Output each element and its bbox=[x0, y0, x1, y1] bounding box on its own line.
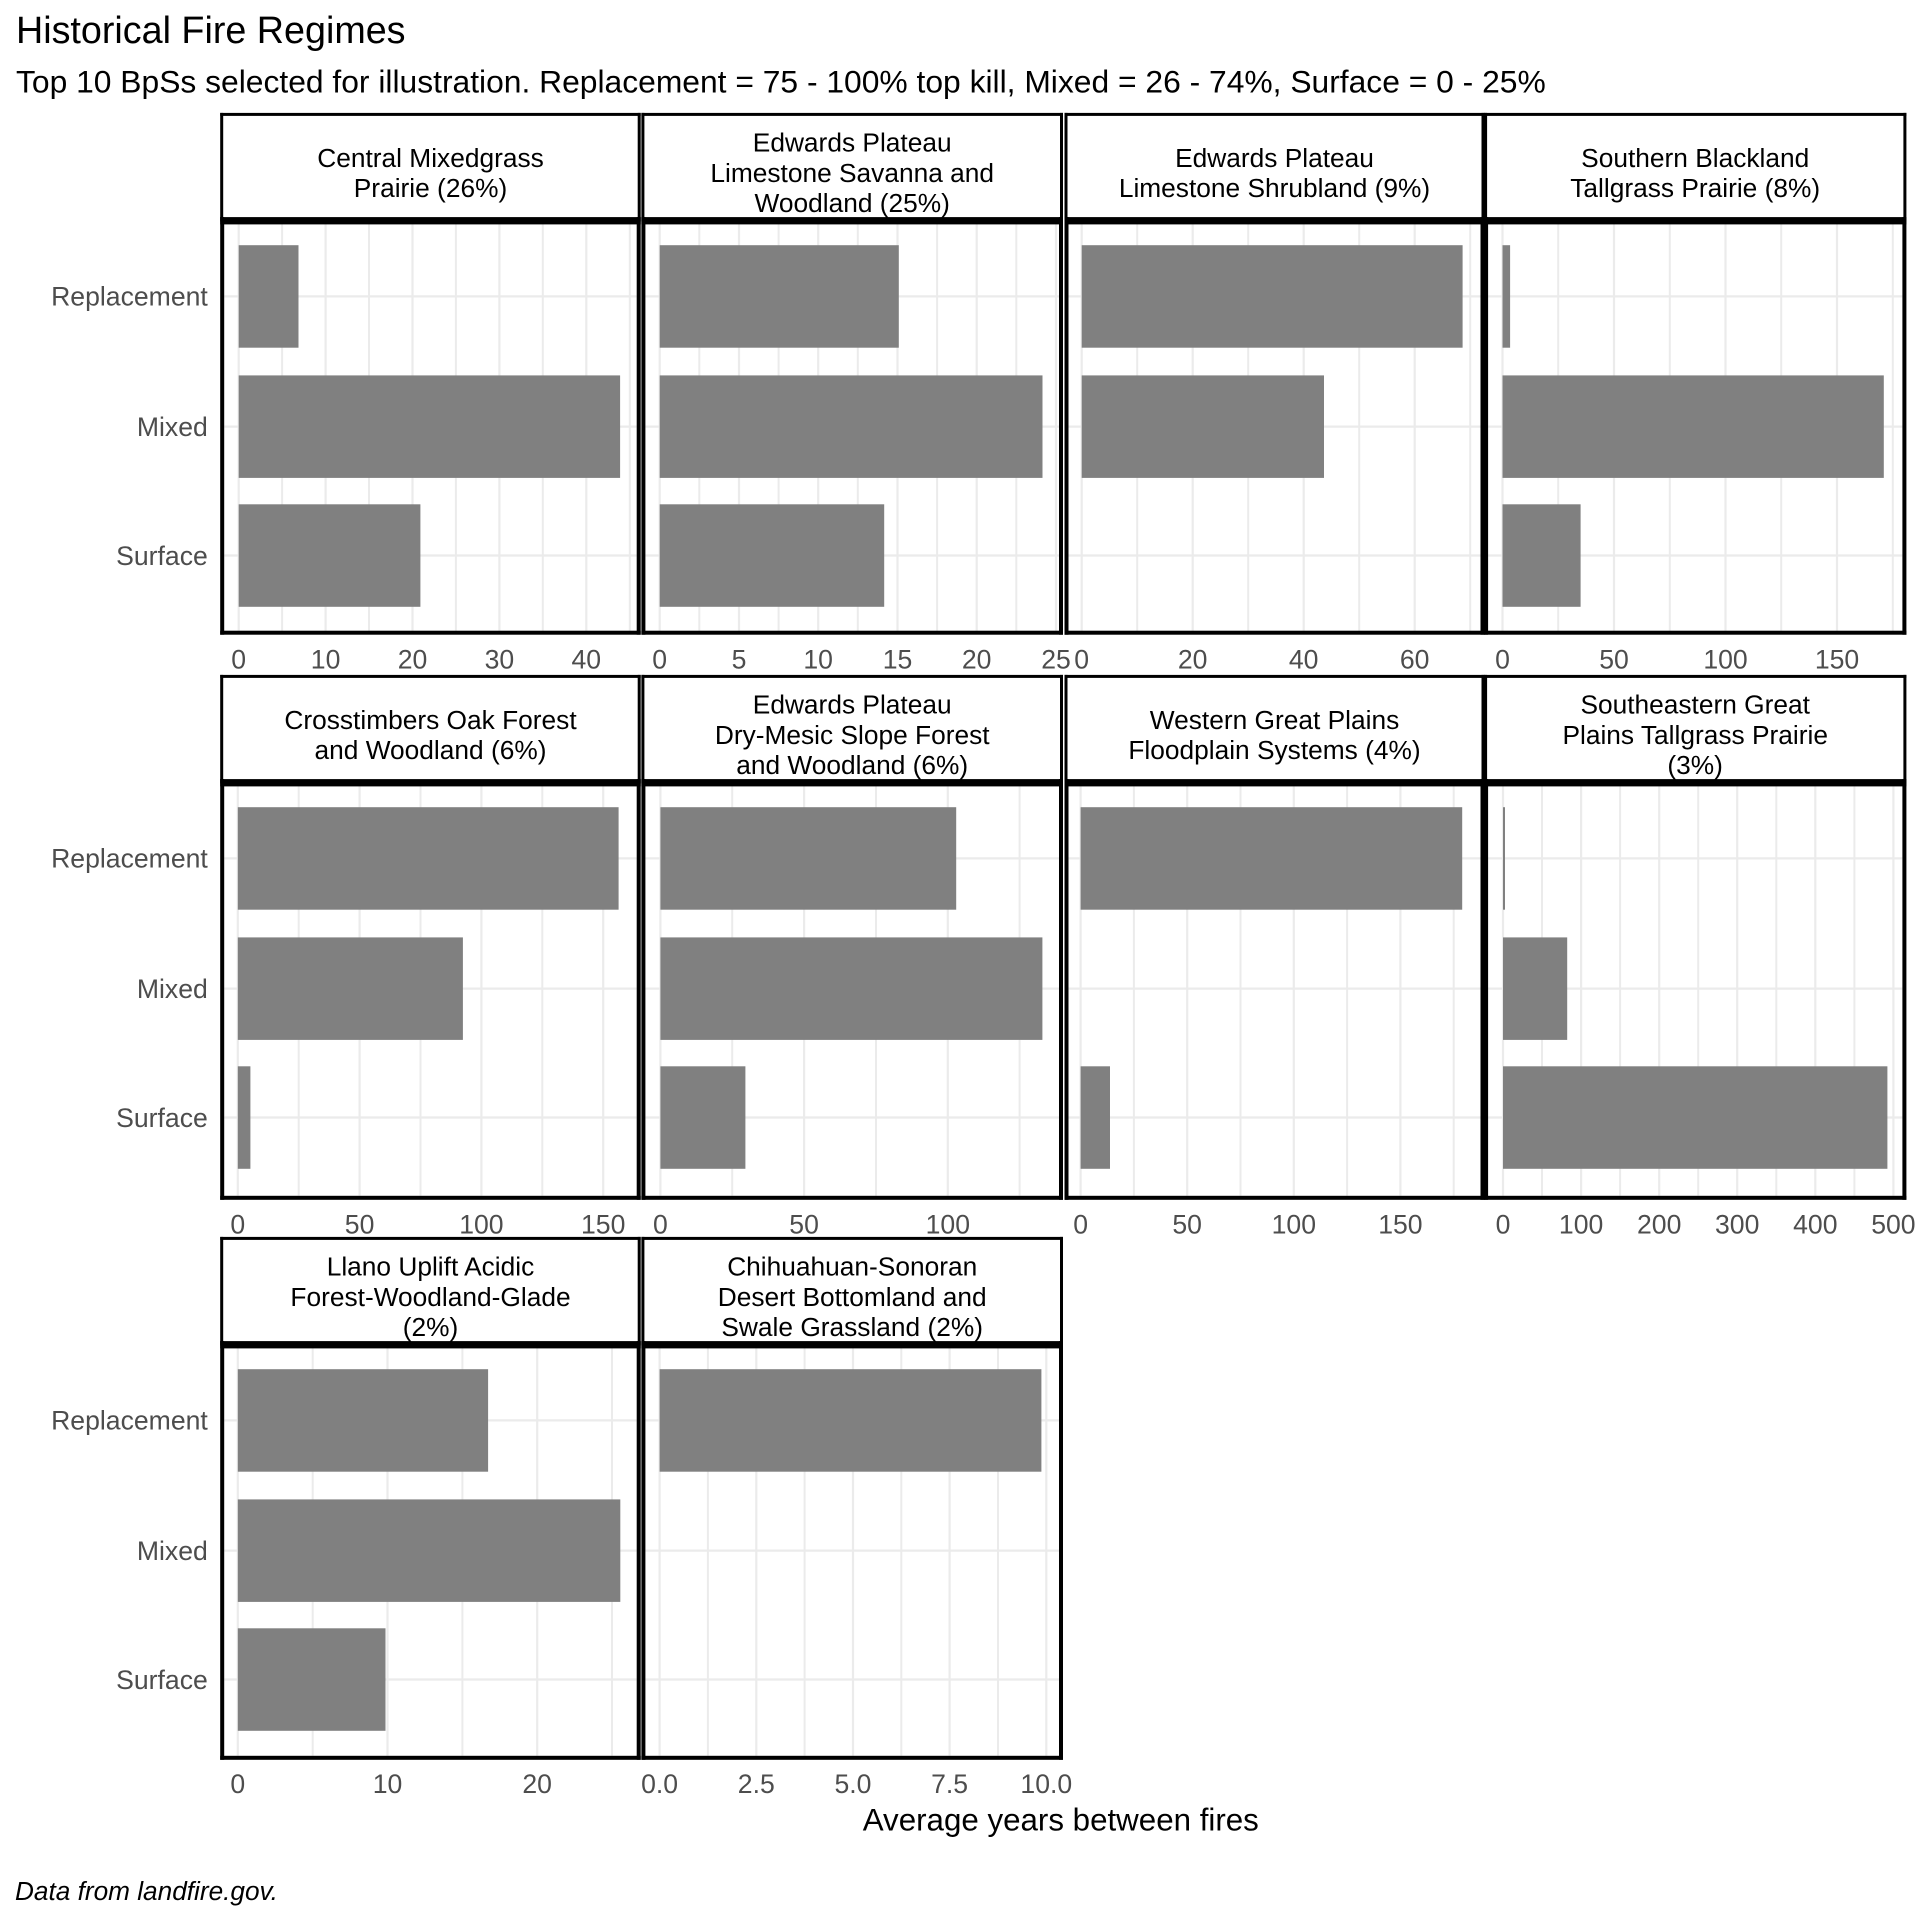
svg-text:0: 0 bbox=[1496, 1209, 1511, 1239]
svg-text:40: 40 bbox=[572, 644, 602, 674]
svg-text:20: 20 bbox=[1178, 644, 1208, 674]
svg-text:Swale Grassland (2%): Swale Grassland (2%) bbox=[721, 1312, 983, 1342]
svg-text:50: 50 bbox=[789, 1209, 819, 1239]
svg-text:Southeastern Great: Southeastern Great bbox=[1580, 690, 1810, 720]
svg-text:0: 0 bbox=[1073, 1209, 1088, 1239]
svg-text:0: 0 bbox=[652, 644, 667, 674]
svg-text:0.0: 0.0 bbox=[641, 1769, 678, 1799]
svg-text:Mixed: Mixed bbox=[137, 1536, 208, 1566]
svg-text:500: 500 bbox=[1871, 1209, 1915, 1239]
svg-text:Woodland (25%): Woodland (25%) bbox=[755, 188, 950, 218]
svg-text:Llano Uplift Acidic: Llano Uplift Acidic bbox=[327, 1252, 535, 1282]
svg-text:60: 60 bbox=[1400, 644, 1430, 674]
svg-text:Limestone Shrubland (9%): Limestone Shrubland (9%) bbox=[1119, 173, 1430, 203]
svg-text:Prairie (26%): Prairie (26%) bbox=[354, 173, 507, 203]
svg-text:Limestone Savanna and: Limestone Savanna and bbox=[710, 158, 994, 188]
svg-text:Floodplain Systems (4%): Floodplain Systems (4%) bbox=[1128, 735, 1420, 765]
svg-text:10: 10 bbox=[311, 644, 341, 674]
svg-text:200: 200 bbox=[1637, 1209, 1681, 1239]
svg-text:Southern Blackland: Southern Blackland bbox=[1581, 143, 1809, 173]
svg-text:(3%): (3%) bbox=[1667, 750, 1723, 780]
svg-text:0: 0 bbox=[1074, 644, 1089, 674]
svg-text:50: 50 bbox=[1172, 1209, 1202, 1239]
svg-text:20: 20 bbox=[522, 1769, 552, 1799]
svg-text:Western Great Plains: Western Great Plains bbox=[1150, 705, 1399, 735]
svg-text:Replacement: Replacement bbox=[51, 1406, 208, 1436]
svg-text:10.0: 10.0 bbox=[1020, 1769, 1072, 1799]
svg-text:Forest-Woodland-Glade: Forest-Woodland-Glade bbox=[290, 1282, 570, 1312]
svg-text:Crosstimbers Oak Forest: Crosstimbers Oak Forest bbox=[284, 705, 577, 735]
svg-text:Surface: Surface bbox=[116, 1665, 208, 1695]
svg-text:Dry-Mesic Slope Forest: Dry-Mesic Slope Forest bbox=[715, 720, 990, 750]
svg-text:Edwards Plateau: Edwards Plateau bbox=[753, 690, 952, 720]
svg-text:100: 100 bbox=[926, 1209, 970, 1239]
svg-text:100: 100 bbox=[1272, 1209, 1316, 1239]
svg-text:100: 100 bbox=[459, 1209, 503, 1239]
svg-text:10: 10 bbox=[373, 1769, 403, 1799]
svg-text:Central Mixedgrass: Central Mixedgrass bbox=[317, 143, 544, 173]
svg-text:0: 0 bbox=[1495, 644, 1510, 674]
svg-text:150: 150 bbox=[581, 1209, 625, 1239]
svg-text:Historical Fire Regimes: Historical Fire Regimes bbox=[16, 9, 406, 51]
svg-text:Mixed: Mixed bbox=[137, 974, 208, 1004]
svg-text:15: 15 bbox=[883, 644, 913, 674]
svg-text:and Woodland (6%): and Woodland (6%) bbox=[736, 750, 968, 780]
svg-text:Top 10 BpSs selected for illus: Top 10 BpSs selected for illustration. R… bbox=[16, 64, 1546, 100]
svg-text:5.0: 5.0 bbox=[835, 1769, 872, 1799]
svg-text:Edwards Plateau: Edwards Plateau bbox=[1175, 143, 1374, 173]
svg-text:150: 150 bbox=[1378, 1209, 1422, 1239]
svg-text:100: 100 bbox=[1703, 644, 1747, 674]
svg-text:Surface: Surface bbox=[116, 1103, 208, 1133]
svg-text:400: 400 bbox=[1793, 1209, 1837, 1239]
svg-text:Replacement: Replacement bbox=[51, 282, 208, 312]
svg-text:7.5: 7.5 bbox=[931, 1769, 968, 1799]
svg-text:300: 300 bbox=[1715, 1209, 1759, 1239]
svg-text:Replacement: Replacement bbox=[51, 844, 208, 874]
svg-text:25: 25 bbox=[1041, 644, 1071, 674]
svg-text:100: 100 bbox=[1559, 1209, 1603, 1239]
svg-text:40: 40 bbox=[1289, 644, 1319, 674]
svg-text:2.5: 2.5 bbox=[738, 1769, 775, 1799]
svg-text:150: 150 bbox=[1815, 644, 1859, 674]
svg-text:Surface: Surface bbox=[116, 541, 208, 571]
svg-text:50: 50 bbox=[1599, 644, 1629, 674]
svg-text:20: 20 bbox=[962, 644, 992, 674]
svg-text:20: 20 bbox=[398, 644, 428, 674]
svg-text:Desert Bottomland and: Desert Bottomland and bbox=[718, 1282, 987, 1312]
svg-text:(2%): (2%) bbox=[403, 1312, 459, 1342]
svg-text:Average years between fires: Average years between fires bbox=[863, 1802, 1259, 1837]
svg-text:0: 0 bbox=[230, 1209, 245, 1239]
svg-text:Chihuahuan-Sonoran: Chihuahuan-Sonoran bbox=[727, 1252, 977, 1282]
svg-text:Data from landfire.gov.: Data from landfire.gov. bbox=[15, 1876, 278, 1906]
svg-text:Edwards Plateau: Edwards Plateau bbox=[753, 128, 952, 158]
svg-text:0: 0 bbox=[653, 1209, 668, 1239]
svg-text:Tallgrass Prairie (8%): Tallgrass Prairie (8%) bbox=[1570, 173, 1820, 203]
svg-text:0: 0 bbox=[230, 1769, 245, 1799]
svg-text:10: 10 bbox=[803, 644, 833, 674]
svg-text:30: 30 bbox=[485, 644, 515, 674]
svg-text:5: 5 bbox=[732, 644, 747, 674]
svg-text:0: 0 bbox=[231, 644, 246, 674]
svg-text:and Woodland (6%): and Woodland (6%) bbox=[315, 735, 547, 765]
svg-text:50: 50 bbox=[345, 1209, 375, 1239]
svg-text:Plains Tallgrass Prairie: Plains Tallgrass Prairie bbox=[1562, 720, 1828, 750]
svg-text:Mixed: Mixed bbox=[137, 412, 208, 442]
